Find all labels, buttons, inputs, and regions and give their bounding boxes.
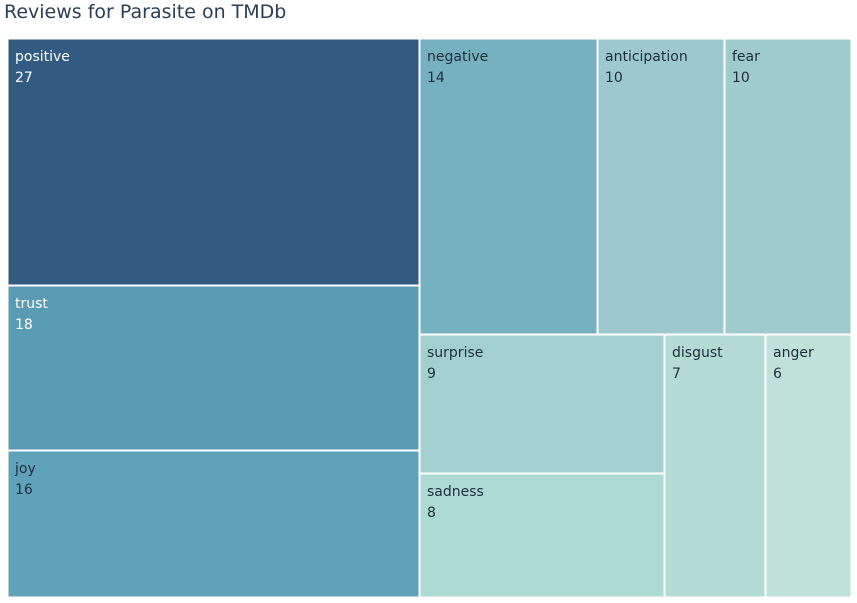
tile-label-disgust: disgust: [672, 345, 723, 361]
treemap-rect-positive[interactable]: [7, 38, 420, 286]
tile-value-anticipation: 10: [605, 70, 623, 86]
treemap-tile-positive[interactable]: positive 27: [7, 38, 420, 286]
tile-label-anger: anger: [773, 345, 814, 361]
treemap-tile-trust[interactable]: trust 18: [7, 285, 420, 451]
tile-label-fear: fear: [732, 49, 760, 65]
tile-value-joy: 16: [15, 482, 33, 498]
tile-value-sadness: 8: [427, 505, 436, 521]
treemap-tile-disgust[interactable]: disgust 7: [664, 334, 766, 598]
treemap-tile-joy[interactable]: joy 16: [7, 450, 420, 598]
treemap-tile-surprise[interactable]: surprise 9: [419, 334, 665, 474]
tile-label-surprise: surprise: [427, 345, 483, 361]
treemap-tile-negative[interactable]: negative 14: [419, 38, 598, 335]
tile-label-sadness: sadness: [427, 484, 484, 500]
treemap-rect-trust[interactable]: [7, 285, 420, 451]
tile-value-disgust: 7: [672, 366, 681, 382]
tile-value-anger: 6: [773, 366, 782, 382]
tile-value-surprise: 9: [427, 366, 436, 382]
treemap-tile-anticipation[interactable]: anticipation 10: [597, 38, 725, 335]
tile-label-anticipation: anticipation: [605, 49, 688, 65]
tile-value-positive: 27: [15, 70, 33, 86]
tile-value-negative: 14: [427, 70, 445, 86]
tile-label-trust: trust: [15, 296, 48, 312]
treemap-rect-surprise[interactable]: [419, 334, 665, 474]
treemap-tile-fear[interactable]: fear 10: [724, 38, 852, 335]
treemap-tile-anger[interactable]: anger 6: [765, 334, 852, 598]
tile-value-fear: 10: [732, 70, 750, 86]
treemap-rect-disgust[interactable]: [664, 334, 766, 598]
treemap-rect-sadness[interactable]: [419, 473, 665, 598]
treemap-rect-anticipation[interactable]: [597, 38, 725, 335]
tile-label-negative: negative: [427, 49, 488, 65]
treemap-rect-fear[interactable]: [724, 38, 852, 335]
tile-label-joy: joy: [14, 461, 36, 477]
tile-label-positive: positive: [15, 49, 70, 65]
tile-value-trust: 18: [15, 317, 33, 333]
treemap-tile-sadness[interactable]: sadness 8: [419, 473, 665, 598]
treemap-rect-anger[interactable]: [765, 334, 852, 598]
treemap-rect-joy[interactable]: [7, 450, 420, 598]
treemap-rect-negative[interactable]: [419, 38, 598, 335]
chart-title: Reviews for Parasite on TMDb: [4, 1, 287, 23]
